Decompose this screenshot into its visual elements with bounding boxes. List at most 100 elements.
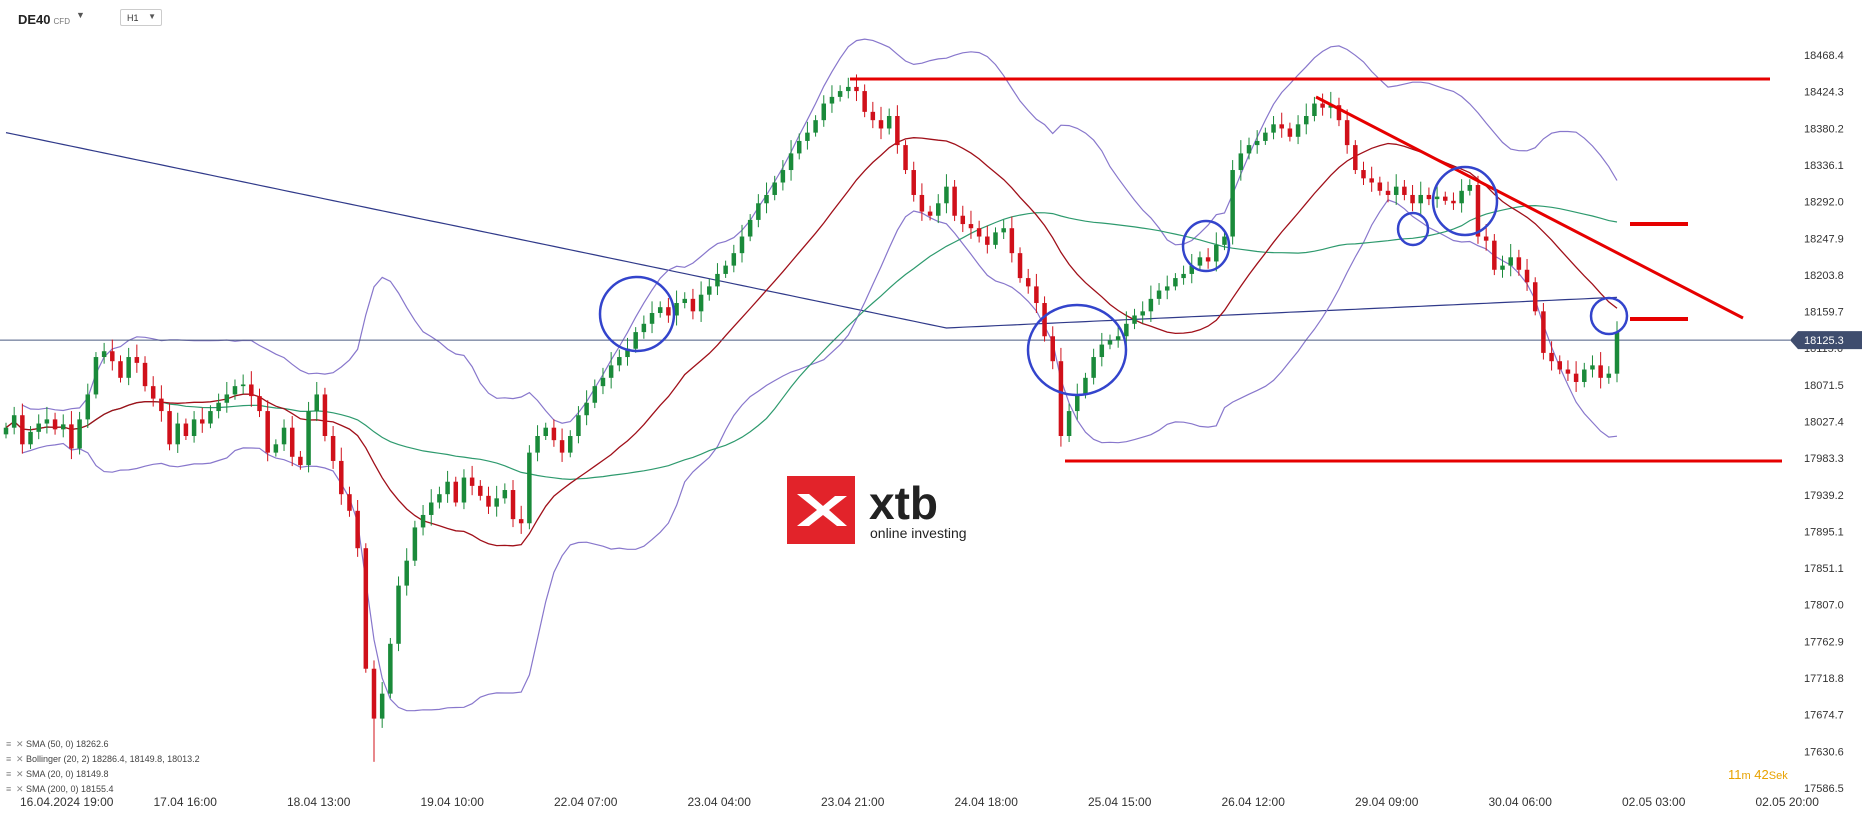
candle-body (1459, 190, 1464, 204)
close-icon[interactable]: ✕ (16, 784, 24, 794)
candle-body (764, 194, 769, 204)
candle-body (707, 286, 712, 295)
timeframe-selector[interactable]: H1 ▼ (120, 9, 162, 26)
candle-body (1451, 200, 1456, 204)
candle-body (330, 436, 336, 461)
candle-body (412, 527, 418, 561)
candle-body (347, 494, 352, 511)
candle-body (952, 186, 957, 216)
candle-body (298, 456, 303, 466)
x-tick-label: 22.04 07:00 (554, 795, 618, 809)
candle-body (1238, 153, 1244, 171)
candle-body (1009, 228, 1015, 254)
highlight-circle (1431, 165, 1499, 237)
candle-body (837, 91, 843, 97)
candle-body (240, 384, 246, 387)
candle-body (551, 427, 557, 441)
candle-body (510, 490, 516, 520)
candle-body (371, 668, 377, 719)
y-tick-label: 18380.2 (1804, 123, 1844, 135)
candle-body (1156, 290, 1162, 299)
y-tick-label: 18247.9 (1804, 233, 1844, 245)
candle-body (1541, 311, 1546, 353)
candle-body (657, 307, 663, 313)
candle-body (437, 494, 442, 503)
y-tick-label: 17630.6 (1804, 746, 1844, 758)
candle-body (1443, 196, 1448, 201)
candle-body (600, 377, 606, 387)
candle-body (461, 477, 467, 503)
candle-body (1369, 178, 1374, 183)
candle-body (813, 120, 818, 133)
candle-body (1483, 236, 1489, 241)
candle-body (142, 362, 148, 387)
candle-body (559, 440, 565, 453)
candle-body (428, 502, 434, 515)
candle-body (535, 436, 540, 453)
candle-body (1205, 257, 1211, 262)
settings-icon[interactable]: ≡ (6, 769, 12, 779)
x-tick-label: 02.05 20:00 (1756, 795, 1820, 809)
candle-body (739, 236, 745, 254)
candle-body (846, 86, 851, 92)
candle-body (584, 402, 589, 416)
candle-body (1214, 244, 1219, 262)
legend-item[interactable]: ≡ ✕ Bollinger (20, 2) 18286.4, 18149.8, 18… (6, 752, 200, 767)
candle-body (110, 351, 115, 362)
symbol-selector[interactable]: DE40 CFD (18, 12, 70, 27)
highlight-circle (598, 275, 676, 353)
drawings[interactable] (598, 77, 1782, 463)
candle-body (960, 215, 966, 225)
highlight-circle (1181, 219, 1231, 273)
legend-item[interactable]: ≡ ✕ SMA (50, 0) 18262.6 (6, 737, 200, 752)
close-icon[interactable]: ✕ (16, 739, 24, 749)
candle-body (183, 423, 189, 437)
current-price-tag: 18125.3 (1790, 331, 1862, 350)
highlight-circle (1026, 303, 1128, 397)
settings-icon[interactable]: ≡ (6, 739, 12, 749)
candle-body (608, 365, 614, 378)
y-tick-label: 17718.8 (1804, 673, 1844, 685)
y-tick-label: 17674.7 (1804, 710, 1844, 722)
candle-body (1516, 257, 1522, 270)
candle-body (445, 481, 450, 495)
candle-body (1402, 186, 1407, 195)
y-tick-label: 17851.1 (1804, 563, 1844, 575)
chevron-down-icon: ▼ (148, 12, 156, 21)
y-tick-label: 18203.8 (1804, 270, 1844, 282)
candle-body (265, 411, 270, 453)
y-tick-label: 18468.4 (1804, 50, 1844, 62)
y-tick-label: 18336.1 (1804, 160, 1844, 172)
candle-body (1418, 194, 1423, 204)
candle-body (11, 415, 17, 428)
candle-body (993, 232, 998, 245)
current-price-label: 18125.3 (1804, 335, 1844, 347)
symbol-tag: CFD (53, 17, 70, 26)
legend-item[interactable]: ≡ ✕ SMA (20, 0) 18149.8 (6, 767, 200, 782)
candle-body (1377, 182, 1383, 191)
candle-body (886, 116, 892, 129)
candle-body (167, 411, 172, 445)
settings-icon[interactable]: ≡ (6, 754, 12, 764)
indicators (0, 38, 1790, 712)
candle-body (805, 132, 810, 141)
close-icon[interactable]: ✕ (16, 769, 24, 779)
chart-toolbar: DE40 CFD ▼ H1 ▼ (0, 0, 1866, 36)
legend-item[interactable]: ≡ ✕ SMA (200, 0) 18155.4 (6, 782, 200, 797)
candle-body (1025, 278, 1031, 287)
close-icon[interactable]: ✕ (16, 754, 24, 764)
candle-body (756, 203, 761, 220)
chevron-down-icon[interactable]: ▼ (76, 10, 85, 20)
candle-body (20, 415, 25, 445)
candle-body (469, 477, 475, 486)
settings-icon[interactable]: ≡ (6, 784, 12, 794)
candle-body (355, 510, 360, 549)
candle-body (543, 427, 548, 437)
candle-body (1189, 265, 1195, 274)
candle-body (3, 427, 9, 435)
y-tick-label: 18159.7 (1804, 307, 1844, 319)
candle-body (527, 452, 532, 524)
candle-body (1107, 340, 1113, 345)
candle-body (339, 460, 344, 495)
